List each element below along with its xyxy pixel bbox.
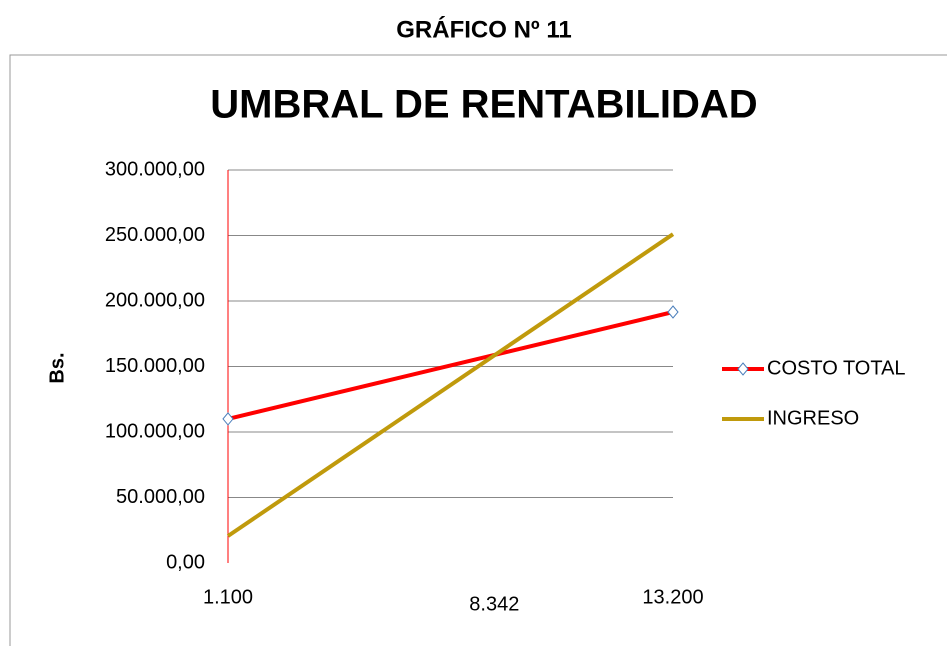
y-tick-label: 250.000,00 xyxy=(105,224,205,246)
x-tick-label: 8.342 xyxy=(469,593,519,615)
line-series xyxy=(226,232,675,538)
y-tick-label: 200.000,00 xyxy=(105,289,205,311)
page-title: GRÁFICO Nº 11 xyxy=(396,15,571,43)
point-marker xyxy=(667,305,679,319)
y-tick-label: 300.000,00 xyxy=(105,158,205,180)
line-series xyxy=(227,310,674,421)
point-marker xyxy=(222,412,234,426)
y-axis-label: Bs. xyxy=(46,352,68,383)
x-tick-label: 13.200 xyxy=(642,586,703,608)
y-tick-label: 50.000,00 xyxy=(116,486,205,508)
legend-label: INGRESO xyxy=(767,407,859,429)
y-tick-label: 100.000,00 xyxy=(105,420,205,442)
chart-title: UMBRAL DE RENTABILIDAD xyxy=(210,83,757,127)
legend-label: COSTO TOTAL xyxy=(767,357,906,379)
chart-border xyxy=(9,54,947,646)
x-tick-label: 1.100 xyxy=(203,586,253,608)
y-tick-label: 150.000,00 xyxy=(105,355,205,377)
legend-marker xyxy=(737,362,749,376)
y-tick-label: 0,00 xyxy=(166,551,205,573)
